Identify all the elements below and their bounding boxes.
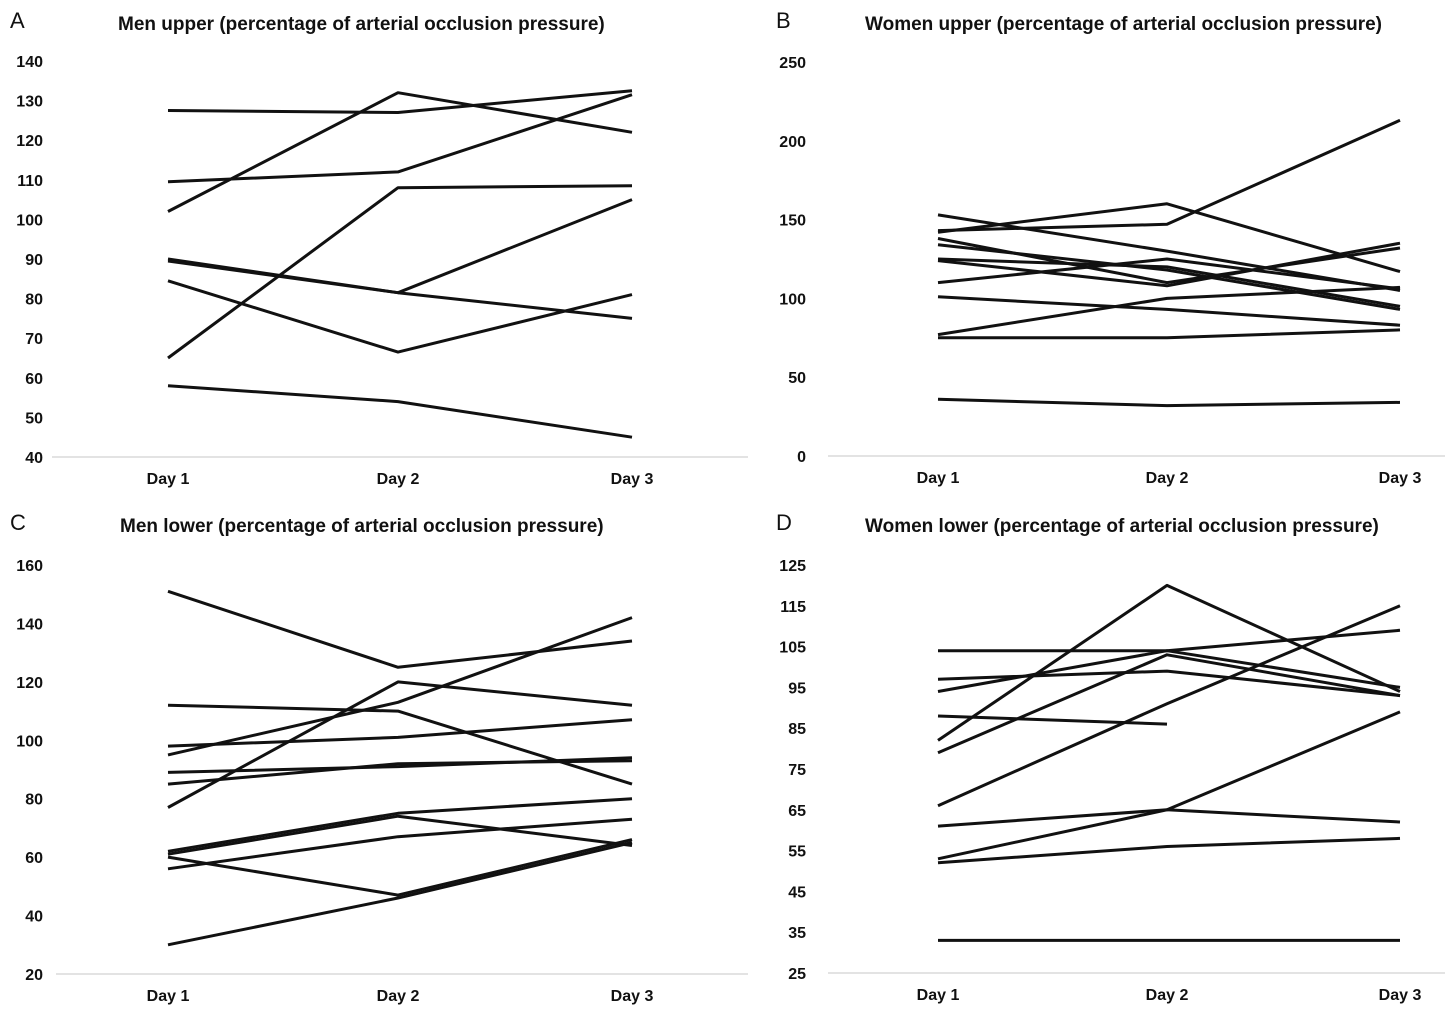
y-tick-label: 100 — [16, 212, 43, 229]
series-line — [167, 718, 633, 748]
x-tick-label: Day 3 — [611, 471, 654, 488]
y-tick-label: 150 — [779, 213, 806, 230]
series-line — [167, 259, 633, 320]
series-line — [937, 295, 1401, 327]
y-tick-label: 25 — [788, 966, 806, 983]
y-tick-label: 60 — [25, 850, 43, 867]
series-line — [167, 184, 633, 360]
y-tick-label: 70 — [25, 331, 43, 348]
y-tick-label: 50 — [25, 410, 43, 427]
series-line — [167, 817, 633, 871]
series-line — [937, 257, 1401, 291]
panel-letter: B — [776, 8, 791, 33]
y-tick-label: 125 — [779, 558, 806, 575]
y-tick-label: 95 — [788, 680, 806, 697]
x-tick-label: Day 2 — [377, 471, 420, 488]
y-tick-label: 40 — [25, 450, 43, 467]
chart-title: Men lower (percentage of arterial occlus… — [120, 516, 604, 537]
panel-letter: A — [10, 8, 25, 33]
series-line — [937, 241, 1401, 288]
y-tick-label: 50 — [788, 370, 806, 387]
series-line — [167, 797, 633, 853]
series-line — [167, 841, 633, 947]
series-line — [937, 604, 1401, 808]
y-tick-label: 35 — [788, 925, 806, 942]
x-tick-label: Day 1 — [917, 470, 960, 487]
x-tick-label: Day 1 — [147, 988, 190, 1005]
y-tick-label: 200 — [779, 134, 806, 151]
y-tick-label: 65 — [788, 803, 806, 820]
x-tick-label: Day 2 — [1146, 470, 1189, 487]
y-tick-label: 100 — [779, 291, 806, 308]
y-tick-label: 45 — [788, 884, 806, 901]
series-line — [937, 649, 1401, 693]
panel-letter: D — [776, 510, 792, 535]
series-line — [167, 814, 633, 856]
y-tick-label: 55 — [788, 844, 806, 861]
y-tick-label: 105 — [779, 640, 806, 657]
series-line — [938, 328, 1401, 340]
x-tick-label: Day 3 — [1379, 470, 1422, 487]
series-line — [167, 680, 633, 809]
y-tick-label: 0 — [797, 449, 806, 466]
y-tick-label: 120 — [16, 133, 43, 150]
series-line — [167, 759, 633, 786]
y-tick-label: 80 — [25, 792, 43, 809]
series-line — [937, 243, 1401, 311]
y-tick-label: 130 — [16, 94, 43, 111]
series-line — [167, 279, 633, 354]
series-line — [167, 838, 633, 897]
y-tick-label: 60 — [25, 371, 43, 388]
x-tick-label: Day 3 — [1379, 987, 1422, 1004]
series-line — [937, 583, 1401, 742]
series-line — [937, 710, 1401, 861]
y-tick-label: 110 — [17, 173, 43, 190]
series-line — [937, 257, 1401, 308]
y-tick-label: 250 — [779, 55, 806, 72]
y-tick-label: 120 — [16, 675, 43, 692]
series-line — [167, 384, 633, 439]
x-tick-label: Day 1 — [917, 987, 960, 1004]
series-line — [937, 714, 1168, 726]
chart-title: Men upper (percentage of arterial occlus… — [118, 14, 605, 35]
series-line — [167, 93, 633, 184]
y-tick-label: 140 — [16, 616, 43, 633]
panel-letter: C — [10, 510, 26, 535]
series-line — [167, 89, 633, 114]
x-tick-label: Day 1 — [147, 471, 190, 488]
y-tick-label: 40 — [25, 909, 43, 926]
y-tick-label: 160 — [16, 558, 43, 575]
series-line — [937, 213, 1401, 292]
x-tick-label: Day 2 — [377, 988, 420, 1005]
y-tick-label: 20 — [25, 967, 43, 984]
series-line — [937, 836, 1401, 865]
series-line — [937, 202, 1401, 274]
y-tick-label: 100 — [16, 733, 43, 750]
x-tick-label: Day 3 — [611, 988, 654, 1005]
y-tick-label: 75 — [788, 762, 806, 779]
y-tick-label: 140 — [16, 54, 43, 71]
x-tick-label: Day 2 — [1146, 987, 1189, 1004]
y-tick-label: 115 — [780, 599, 806, 616]
series-line — [167, 616, 633, 757]
chart-title: Women upper (percentage of arterial occl… — [865, 14, 1382, 35]
series-line — [937, 285, 1401, 337]
y-tick-label: 80 — [25, 292, 43, 309]
series-line — [167, 589, 633, 669]
y-tick-label: 85 — [788, 721, 806, 738]
series-line — [937, 397, 1401, 408]
y-tick-label: 90 — [25, 252, 43, 269]
series-line — [937, 118, 1401, 233]
series-line — [937, 808, 1401, 828]
chart-title: Women lower (percentage of arterial occl… — [865, 516, 1379, 537]
